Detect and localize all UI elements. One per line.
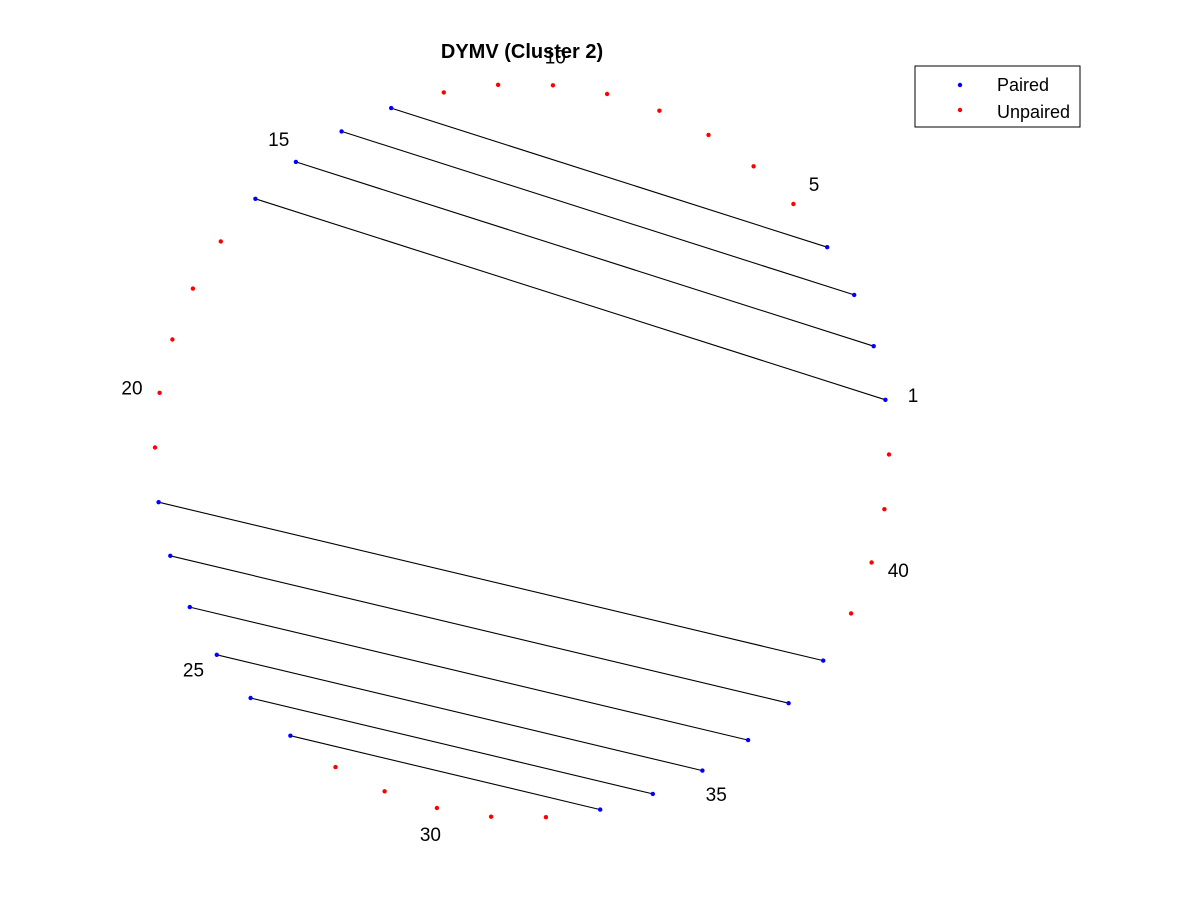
unpaired-node-21 [152, 445, 158, 450]
legend-paired-label: Paired [997, 75, 1049, 95]
paired-node-13 [389, 105, 394, 111]
paired-node-14 [339, 129, 344, 134]
paired-node-22 [156, 500, 161, 505]
paired-node-27 [288, 733, 293, 738]
unpaired-node-11 [495, 82, 501, 88]
paired-node-16 [253, 196, 258, 201]
legend-unpaired-marker [957, 107, 963, 113]
bond-2-15 [295, 161, 874, 347]
unpaired-node-20 [157, 390, 162, 395]
node-label-30: 30 [420, 825, 441, 846]
unpaired-node-10 [550, 83, 556, 88]
bond-lines [158, 107, 886, 811]
legend: Paired Unpaired [914, 65, 1081, 128]
unpaired-node-30 [434, 805, 440, 811]
paired-node-23 [168, 553, 173, 558]
unpaired-node-40 [869, 560, 874, 565]
unpaired-node-31 [488, 814, 494, 819]
unpaired-node-18 [190, 286, 196, 291]
unpaired-node-6 [751, 164, 756, 169]
unpaired-node-28 [333, 764, 338, 770]
unpaired-node-7 [706, 132, 711, 138]
node-label-40: 40 [888, 561, 909, 582]
chart-title: DYMV (Cluster 2) [441, 41, 603, 63]
bond-4-13 [391, 107, 828, 248]
bond-22-38 [158, 501, 824, 662]
bond-23-37 [170, 555, 789, 704]
bond-3-14 [341, 130, 855, 296]
node-label-15: 15 [268, 130, 289, 151]
paired-node-3 [852, 292, 857, 298]
paired-node-36 [745, 737, 751, 743]
unpaired-node-41 [882, 507, 887, 512]
paired-node-4 [825, 245, 830, 250]
paired-node-1 [883, 397, 888, 402]
bond-26-34 [250, 697, 653, 795]
unpaired-node-42 [886, 452, 892, 457]
paired-node-24 [187, 604, 192, 610]
node-label-10: 10 [545, 47, 566, 68]
unpaired-node-19 [170, 337, 175, 342]
paired-node-38 [821, 658, 826, 663]
paired-node-15 [293, 159, 299, 165]
unpaired-node-17 [218, 239, 223, 244]
bond-27-33 [290, 735, 601, 811]
legend-paired-marker [957, 82, 963, 88]
unpaired-node-39 [848, 611, 854, 616]
node-label-35: 35 [706, 785, 727, 806]
unpaired-node-12 [441, 90, 446, 95]
bond-24-36 [189, 606, 749, 741]
paired-node-35 [700, 768, 705, 773]
node-label-5: 5 [809, 175, 820, 196]
bond-1-16 [255, 198, 886, 401]
node-label-20: 20 [121, 378, 142, 399]
paired-node-34 [650, 791, 655, 797]
legend-box [914, 65, 1081, 128]
legend-unpaired-label: Unpaired [997, 102, 1070, 122]
node-label-1: 1 [908, 386, 919, 407]
paired-node-33 [598, 807, 603, 812]
paired-node-25 [214, 652, 219, 657]
nodes [152, 82, 892, 820]
paired-node-26 [248, 695, 253, 701]
bond-25-35 [216, 654, 703, 772]
unpaired-node-8 [657, 108, 662, 113]
paired-node-37 [786, 701, 791, 706]
node-label-25: 25 [183, 660, 204, 681]
unpaired-node-9 [604, 91, 610, 97]
unpaired-node-32 [543, 815, 549, 820]
unpaired-node-29 [382, 789, 387, 794]
unpaired-node-5 [791, 201, 796, 207]
paired-node-2 [871, 344, 876, 349]
